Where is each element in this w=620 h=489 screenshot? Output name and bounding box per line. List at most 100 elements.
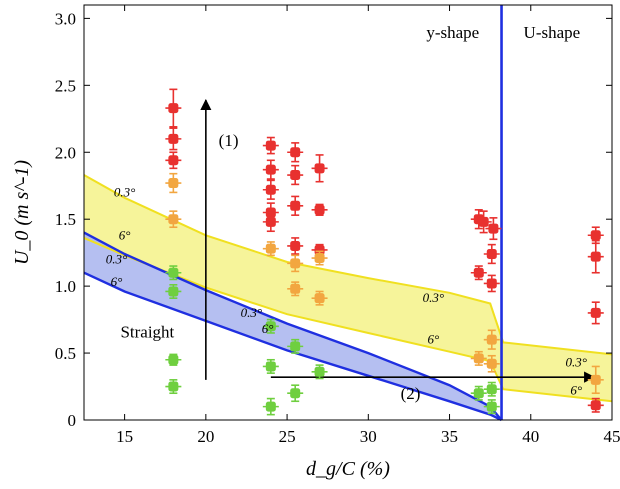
marker — [314, 293, 325, 304]
marker — [265, 216, 276, 227]
boundary-bands — [83, 5, 613, 422]
data-point-red — [485, 217, 502, 241]
y-axis-title: U_0 (m s^-1) — [11, 160, 33, 265]
annotation-label: (1) — [219, 131, 239, 150]
boundary-line-y_upper — [83, 174, 613, 356]
data-point-green — [470, 385, 487, 401]
y-tick-label: 0 — [68, 411, 77, 430]
marker — [478, 216, 489, 227]
marker — [486, 384, 497, 395]
data-point-orange — [470, 350, 487, 366]
band-label: 0.3° — [241, 305, 262, 320]
data-point-green — [165, 283, 182, 299]
y-tick-label: 2.5 — [55, 76, 76, 95]
data-point-green — [165, 353, 182, 366]
marker — [486, 249, 497, 259]
data-point-green — [165, 265, 182, 281]
data-point-orange — [587, 365, 604, 395]
y-tick-label: 0.5 — [55, 344, 76, 363]
data-point-green — [165, 379, 182, 395]
marker — [290, 170, 301, 181]
marker — [488, 223, 499, 234]
data-point-red — [483, 243, 500, 265]
marker — [290, 200, 301, 211]
marker — [168, 214, 179, 225]
marker — [290, 388, 301, 399]
data-point-green — [262, 358, 279, 374]
band-label: 6° — [119, 227, 131, 242]
marker — [290, 283, 301, 294]
axis-ticks: 15 20 25 30 35 40 45 0 0.5 1.0 1.5 2.0 2.5 3.0 — [55, 5, 620, 446]
data-point-red — [587, 397, 604, 413]
marker — [590, 400, 601, 411]
marker — [290, 258, 301, 269]
marker — [314, 204, 325, 215]
band-label: 6° — [427, 332, 439, 347]
data-point-red — [587, 301, 604, 325]
x-tick-label: 30 — [360, 427, 377, 446]
data-point-red — [475, 210, 492, 234]
data-point-orange — [165, 210, 182, 229]
marker — [486, 334, 497, 345]
y-tick-label: 1.5 — [55, 210, 76, 229]
data-point-red — [483, 274, 500, 293]
arrows — [200, 98, 596, 383]
region-label: y-shape — [426, 23, 479, 42]
marker — [473, 267, 484, 278]
marker — [314, 366, 325, 377]
marker — [265, 361, 276, 372]
marker — [486, 358, 497, 369]
region-label: U-shape — [524, 23, 581, 42]
marker — [314, 253, 325, 264]
y-tick-label: 2.0 — [55, 143, 76, 162]
data-point-red — [287, 164, 304, 186]
data-point-red — [262, 179, 279, 200]
marker — [290, 147, 301, 158]
region-label: Straight — [120, 323, 174, 342]
data-point-red — [287, 195, 304, 216]
axis-titles: d_g/C (%) U_0 (m s^-1) — [11, 160, 390, 480]
marker — [486, 401, 497, 412]
data-point-orange — [311, 290, 328, 306]
data-point-orange — [483, 354, 500, 373]
data-point-orange — [311, 250, 328, 266]
data-point-red — [470, 265, 487, 281]
x-tick-label: 15 — [116, 427, 133, 446]
data-point-green — [483, 381, 500, 397]
band-label: 0.3° — [114, 184, 135, 199]
band-label: 0.3° — [106, 251, 127, 266]
data-point-red — [165, 151, 182, 170]
marker — [168, 381, 179, 392]
marker — [168, 155, 179, 166]
data-point-red — [587, 239, 604, 274]
data-point-green — [483, 399, 500, 415]
data-point-green — [287, 338, 304, 354]
data-point-red — [262, 159, 279, 180]
data-point-orange — [483, 329, 500, 350]
band-label: 6° — [262, 321, 274, 336]
marker — [265, 401, 276, 412]
data-point-orange — [262, 241, 279, 257]
marker — [265, 164, 276, 175]
marker — [168, 178, 179, 189]
data-point-orange — [287, 281, 304, 297]
data-point-green — [262, 318, 279, 334]
marker — [265, 321, 276, 332]
data-point-red — [165, 127, 182, 151]
marker — [590, 374, 601, 385]
boundary-line-straight_upper — [83, 231, 503, 421]
marker — [168, 103, 179, 114]
chart-labels: y-shape U-shapeStraight(1)(2)0.3°6°0.3°6°… — [106, 23, 587, 403]
y-tick-label: 1.0 — [55, 277, 76, 296]
annotation-label: (2) — [401, 384, 421, 403]
data-point-red — [287, 142, 304, 163]
x-tick-label: 40 — [522, 427, 539, 446]
x-tick-label: 45 — [604, 427, 620, 446]
data-point-red — [311, 203, 328, 216]
data-point-green — [311, 364, 328, 380]
data-point-orange — [287, 254, 304, 273]
band-label: 0.3° — [423, 290, 444, 305]
marker — [265, 243, 276, 254]
marker — [168, 354, 179, 365]
data-point-green — [262, 397, 279, 416]
